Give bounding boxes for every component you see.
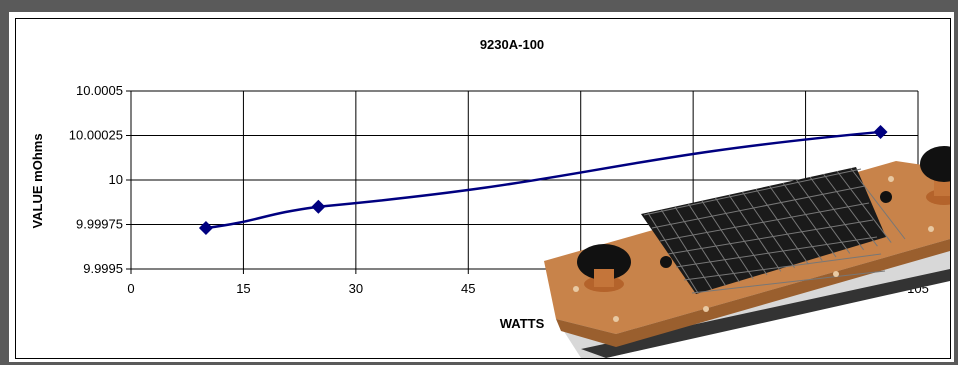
- photo-screw: [888, 176, 894, 182]
- photo-mesh-line: [715, 197, 768, 276]
- photo-mesh-line: [675, 236, 878, 268]
- photo-mesh-line: [809, 176, 865, 251]
- photo-mesh-line: [836, 170, 892, 243]
- x-axis-title: WATTS: [500, 316, 545, 331]
- data-point-marker: [873, 124, 888, 139]
- series: [198, 124, 888, 236]
- chart-area: 9230A-100 VALUE mOhms WATTS 9.9995 9.9997…: [15, 18, 951, 359]
- photo-mesh-line: [691, 270, 886, 294]
- photo-sense-pin: [660, 256, 672, 268]
- line-chart: 9230A-100 VALUE mOhms WATTS 9.9995 9.9997…: [30, 37, 950, 358]
- photo-mesh-line: [661, 209, 713, 290]
- photo-screw: [703, 306, 709, 312]
- x-tick-label: 15: [236, 281, 250, 296]
- photo-knob: [920, 146, 950, 182]
- photo-screw: [573, 286, 579, 292]
- y-tick-label: 9.9995: [83, 261, 123, 276]
- photo-screw: [613, 316, 619, 322]
- photo-plate-shadow: [581, 269, 950, 358]
- y-axis-title: VALUE mOhms: [30, 133, 45, 228]
- photo-mesh-line: [823, 173, 878, 247]
- x-tick-label: 0: [127, 281, 134, 296]
- photo-mesh-line: [728, 194, 782, 272]
- photo-mesh-line: [850, 167, 906, 240]
- photo-knob: [577, 244, 631, 280]
- photo-mesh-line: [651, 185, 866, 229]
- photo-mesh-line: [701, 200, 754, 279]
- photo-mesh-line: [667, 219, 874, 255]
- chart-title: 9230A-100: [480, 37, 544, 52]
- gridlines: [131, 90, 919, 269]
- photo-mesh-cage: [641, 167, 886, 294]
- photo-mesh-line: [674, 206, 727, 287]
- x-tick-label: 45: [461, 281, 475, 296]
- data-point-marker: [311, 199, 326, 214]
- photo-mesh-line: [659, 202, 870, 242]
- photo-mesh-line: [755, 188, 809, 265]
- photo-sense-pin: [880, 191, 892, 203]
- y-tick-label: 10.0005: [76, 83, 123, 98]
- photo-mesh-line: [643, 168, 862, 216]
- photo-screw: [928, 226, 934, 232]
- photo-mesh-line: [742, 191, 796, 269]
- y-tick-label: 10.00025: [69, 128, 123, 143]
- photo-copper-edge: [556, 239, 950, 347]
- photo-mesh-line: [688, 203, 740, 283]
- photo-screw: [833, 271, 839, 277]
- resistor-photo: [544, 146, 950, 358]
- photo-mesh-line: [796, 179, 851, 254]
- data-point-marker: [198, 221, 213, 236]
- photo-terminal-post: [594, 269, 614, 287]
- photo-mesh-line: [769, 185, 823, 261]
- x-tick-label: 30: [349, 281, 363, 296]
- y-tick-label: 9.99975: [76, 217, 123, 232]
- photo-mesh-line: [683, 253, 882, 281]
- series-line: [205, 130, 881, 230]
- y-tick-label: 10: [109, 172, 123, 187]
